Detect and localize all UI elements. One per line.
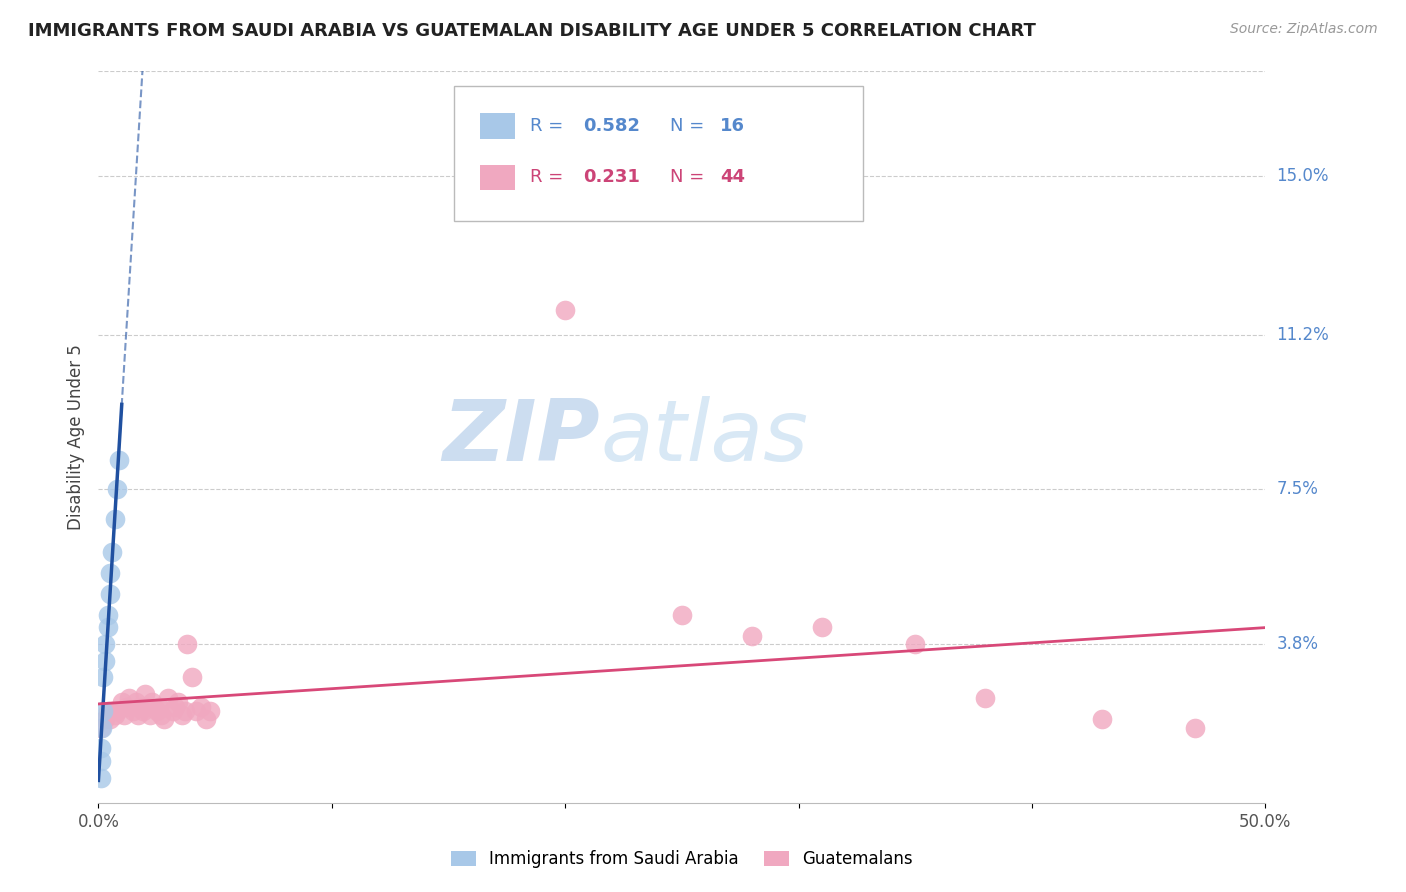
Point (194, 712, 217, 726)
Point (125, 696, 148, 710)
Point (741, 629, 763, 643)
Legend: Immigrants from Saudi Arabia, Guatemalans: Immigrants from Saudi Arabia, Guatemalan… (444, 844, 920, 875)
Point (97, 607, 120, 622)
Text: R =: R = (530, 169, 569, 186)
Text: 0.582: 0.582 (582, 117, 640, 136)
Point (98, 566, 121, 580)
Point (90, 771, 112, 785)
Point (90, 741, 112, 756)
Point (811, 620, 834, 634)
Point (671, 607, 693, 622)
Point (554, 302, 576, 317)
Text: 44: 44 (720, 169, 745, 186)
Text: ZIP: ZIP (443, 395, 600, 479)
Point (134, 687, 156, 701)
Point (1184, 721, 1206, 735)
Point (101, 704, 124, 718)
Point (157, 691, 180, 706)
Point (172, 708, 194, 723)
Bar (479, 165, 515, 190)
Text: Source: ZipAtlas.com: Source: ZipAtlas.com (1230, 22, 1378, 37)
Point (139, 708, 162, 723)
Text: N =: N = (671, 117, 710, 136)
Text: N =: N = (671, 169, 710, 186)
FancyBboxPatch shape (454, 86, 863, 221)
Point (166, 696, 188, 710)
Point (190, 699, 212, 714)
Text: atlas: atlas (600, 395, 808, 479)
Text: 7.5%: 7.5% (1277, 480, 1319, 499)
Point (104, 708, 127, 723)
Point (165, 699, 187, 714)
Point (98, 587, 121, 601)
Point (146, 704, 169, 718)
Point (97, 704, 120, 718)
Text: 15.0%: 15.0% (1277, 167, 1329, 185)
Point (111, 696, 134, 710)
Point (148, 699, 170, 714)
Point (90, 721, 112, 735)
Point (91, 704, 114, 718)
Point (173, 704, 195, 718)
Point (129, 699, 152, 714)
Point (97, 620, 120, 634)
Text: 3.8%: 3.8% (1277, 635, 1319, 653)
Text: 16: 16 (720, 117, 745, 136)
Point (94, 654, 117, 668)
Point (974, 691, 997, 706)
Text: IMMIGRANTS FROM SAUDI ARABIA VS GUATEMALAN DISABILITY AGE UNDER 5 CORRELATION CH: IMMIGRANTS FROM SAUDI ARABIA VS GUATEMAL… (28, 22, 1036, 40)
Point (186, 704, 208, 718)
Point (136, 699, 159, 714)
Text: 11.2%: 11.2% (1277, 326, 1329, 343)
Point (105, 483, 128, 497)
Point (90, 721, 112, 735)
Point (150, 708, 173, 723)
Point (141, 696, 163, 710)
Point (180, 670, 202, 684)
Text: R =: R = (530, 117, 569, 136)
Point (90, 754, 112, 768)
Point (127, 708, 149, 723)
Point (94, 712, 117, 726)
Y-axis label: Disability Age Under 5: Disability Age Under 5 (66, 344, 84, 530)
Point (98, 712, 121, 726)
Point (176, 637, 198, 651)
Point (132, 704, 155, 718)
Point (112, 708, 135, 723)
Point (200, 704, 222, 718)
Point (904, 637, 927, 651)
Point (115, 699, 138, 714)
Point (108, 453, 131, 467)
Point (118, 691, 141, 706)
Point (122, 704, 145, 718)
Point (104, 511, 127, 525)
Text: 0.231: 0.231 (582, 169, 640, 186)
Point (91, 670, 114, 684)
Point (162, 704, 184, 718)
Point (105, 704, 128, 718)
Point (152, 712, 174, 726)
Point (94, 637, 117, 651)
Point (101, 545, 124, 559)
Point (1091, 712, 1114, 726)
Bar (479, 113, 515, 139)
